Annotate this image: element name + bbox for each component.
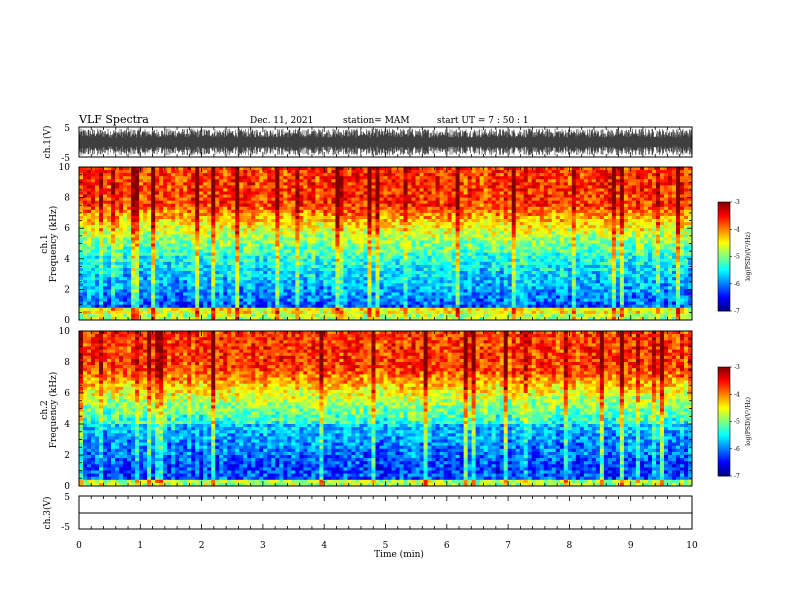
colorbar-tick-label: -7: [734, 473, 740, 480]
frequency-tick-label: 0: [64, 316, 70, 326]
figure-title: VLF Spectra: [78, 113, 149, 126]
colorbar-tick-label: -3: [734, 199, 740, 206]
colorbar-tick-label: -4: [734, 226, 740, 233]
frequency-tick-label: 0: [64, 482, 70, 492]
colorbar-tick-label: -6: [734, 446, 740, 453]
ch2-spectrogram-panel: 0 2 4 6 8 10 ch.2 Frequency (kHz) -3 -4 -5 -6 -7 l…: [40, 327, 752, 492]
frequency-tick-label: 10: [59, 163, 71, 173]
x-tick-label: 2: [199, 541, 205, 551]
ch2-spectrogram-ylabel-channel: ch.2: [40, 400, 50, 419]
colorbar-tick-label: -6: [734, 281, 740, 288]
colorbar-tick-label: -7: [734, 308, 740, 315]
frequency-tick-label: 4: [64, 255, 70, 265]
frequency-tick-label: 2: [64, 285, 70, 295]
x-tick-label: 8: [567, 541, 573, 551]
ch3-waveform-ylabel: ch.3(V): [42, 497, 53, 530]
frequency-tick-label: 8: [64, 194, 70, 204]
ch3-ytick-top: 5: [64, 493, 70, 503]
colorbar-tick-label: -3: [734, 364, 740, 371]
ch1-ytick-bottom: -5: [61, 154, 70, 164]
ch1-spectrogram-ylabel-frequency: Frequency (kHz): [48, 206, 59, 283]
ch1-ytick-top: 5: [64, 124, 70, 134]
ch1-spectrogram-yticks: 0 2 4 6 8 10: [59, 163, 692, 326]
ch2-spectrogram-image: [79, 331, 693, 487]
x-tick-label: 6: [444, 541, 450, 551]
x-tick-label: 5: [383, 541, 389, 551]
frequency-tick-label: 8: [64, 358, 70, 368]
header-start-ut: start UT = 7 : 50 : 1: [437, 116, 529, 126]
frequency-tick-label: 2: [64, 451, 70, 461]
x-tick-label: 7: [505, 541, 511, 551]
x-tick-label: 4: [321, 541, 327, 551]
colorbar-tick-label: -5: [734, 419, 740, 426]
x-axis-ticks: 0 1 2 3 4 5 6 7 8 9 10: [76, 127, 698, 551]
ch1-colorbar: -3 -4 -5 -6 -7 log(PSD)(V²/Hz): [717, 199, 752, 315]
x-tick-label: 9: [628, 541, 634, 551]
ch1-waveform-trace: [79, 128, 692, 156]
ch1-spectrogram-image: [79, 167, 693, 321]
ch1-spectrogram-panel: 0 2 4 6 8 10 ch.1 Frequency (kHz) -3 -4 -5 -6 -7 l…: [40, 163, 752, 326]
colorbar-tick-label: -5: [734, 254, 740, 261]
ch2-colorbar: -3 -4 -5 -6 -7 log(PSD)(V²/Hz): [717, 364, 752, 480]
ch3-waveform-panel: 5 -5 ch.3(V): [42, 493, 693, 533]
colorbar-label: log(PSD)(V²/Hz): [745, 397, 752, 446]
x-tick-label: 1: [137, 541, 143, 551]
x-tick-label: 10: [686, 541, 698, 551]
ch2-spectrogram-yticks: 0 2 4 6 8 10: [59, 327, 692, 492]
frequency-tick-label: 4: [64, 420, 70, 430]
header-date: Dec. 11, 2021: [250, 116, 313, 126]
frequency-tick-label: 10: [59, 327, 71, 337]
ch1-spectrogram-ylabel-channel: ch.1: [40, 234, 50, 253]
colorbar-label: log(PSD)(V²/Hz): [745, 232, 752, 281]
x-tick-label: 0: [76, 541, 82, 551]
colorbar-tick-label: -4: [734, 391, 740, 398]
header-station: station= MAM: [343, 116, 410, 126]
ch1-waveform-ylabel: ch.1(V): [42, 126, 53, 159]
x-axis-label: Time (min): [374, 549, 424, 560]
ch1-waveform-panel: 5 -5 ch.1(V): [42, 124, 693, 164]
frequency-tick-label: 6: [64, 224, 70, 234]
ch2-spectrogram-ylabel-frequency: Frequency (kHz): [48, 372, 59, 449]
ch3-ytick-bottom: -5: [61, 523, 70, 533]
frequency-tick-label: 6: [64, 389, 70, 399]
x-tick-label: 3: [260, 541, 266, 551]
